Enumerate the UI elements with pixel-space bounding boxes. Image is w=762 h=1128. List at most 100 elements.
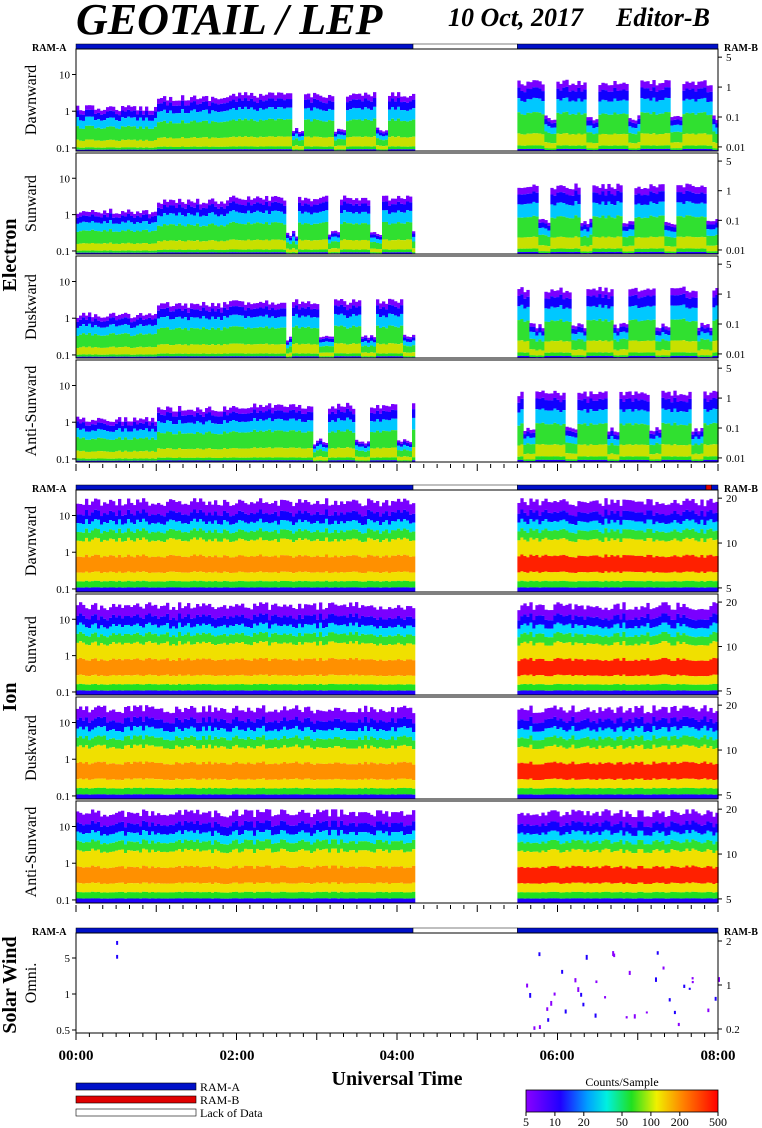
heatmap-cell [301,343,305,354]
heatmap-cell [328,422,332,433]
heatmap-cell [331,431,335,449]
heatmap-cell [244,344,248,354]
heatmap-cell [112,317,116,325]
heatmap-cell [559,83,563,91]
heatmap-cell [625,90,629,101]
heatmap-cell [589,289,593,297]
heatmap-cell [160,146,164,150]
heatmap-cell [400,456,404,461]
heatmap-cell [535,87,539,99]
heatmap-cell [538,234,542,246]
heatmap-cell [685,133,689,146]
heatmap-cell [196,122,200,139]
heatmap-cell [241,421,245,433]
heatmap-cell [631,401,635,412]
heatmap-cell [613,434,617,440]
heatmap-cell [559,248,563,252]
heatmap-cell [370,242,374,249]
heatmap-cell [355,223,359,241]
heatmap-cell [691,290,695,298]
heatmap-cell [331,352,335,357]
heatmap-cell [646,145,650,149]
heatmap-cell [622,459,626,462]
heatmap-cell [346,149,350,151]
heatmap-cell [340,356,344,358]
heatmap-cell [685,215,689,237]
heatmap-cell [523,298,527,309]
heatmap-cell [232,326,236,344]
heatmap-cell [91,139,95,148]
heatmap-cell [265,239,269,250]
heatmap-cell [529,323,533,327]
heatmap-cell [235,137,239,147]
heatmap-cell [532,323,536,327]
heatmap-cell [340,213,344,225]
heatmap-cell [271,210,275,223]
heatmap-cell [298,309,302,318]
heatmap-cell [211,149,215,151]
heatmap-cell [295,299,299,306]
heatmap-cell [556,444,560,457]
heatmap-cell [259,460,263,462]
heatmap-cell [577,98,581,113]
heatmap-cell [283,108,287,120]
heatmap-cell [262,95,266,102]
heatmap-cell [169,319,173,330]
heatmap-cell [358,443,362,447]
heatmap-cell [193,317,197,329]
heatmap-cell [211,316,215,328]
heatmap-cell [88,147,92,150]
heatmap-cell [205,457,209,461]
heatmap-cell [385,411,389,420]
heatmap-cell [343,306,347,316]
heatmap-cell [697,112,701,134]
heatmap-cell [706,134,710,146]
heatmap-cell [277,136,281,147]
heatmap-cell [148,232,152,245]
heatmap-cell [367,146,371,150]
heatmap-cell [250,136,254,147]
heatmap-cell [157,98,161,104]
heatmap-cell [220,206,224,215]
heatmap-cell [571,100,575,114]
heatmap-cell [151,458,155,461]
heatmap-cell [250,146,254,150]
heatmap-cell [586,246,590,252]
heatmap-cell [691,133,695,146]
heatmap-cell [79,128,83,141]
heatmap-cell [268,457,272,461]
heatmap-cell [259,252,263,254]
heatmap-cell [598,409,602,424]
heatmap-cell [238,353,242,357]
heatmap-cell [214,111,218,122]
heatmap-cell [547,356,551,358]
heatmap-cell [376,313,380,326]
heatmap-cell [586,460,590,462]
heatmap-cell [247,239,251,250]
heatmap-cell [271,146,275,150]
heatmap-cell [634,398,638,410]
heatmap-cell [346,460,350,462]
heatmap-cell [397,136,401,147]
heatmap-cell [640,98,644,113]
heatmap-cell [655,460,659,462]
heatmap-cell [625,356,629,358]
heatmap-cell [85,421,89,426]
heatmap-cell [403,334,407,338]
heatmap-cell [382,315,386,327]
heatmap-cell [109,242,113,251]
heatmap-cell [403,120,407,138]
heatmap-cell [379,356,383,358]
heatmap-cell [676,248,680,252]
heatmap-cell [676,119,680,125]
heatmap-cell [520,217,524,238]
heatmap-cell [115,320,119,327]
heatmap-cell [601,145,605,149]
heatmap-cell [367,352,371,357]
heatmap-cell [115,149,119,151]
heatmap-cell [124,250,128,253]
heatmap-cell [175,434,179,450]
heatmap-cell [529,453,533,460]
heatmap-cell [151,212,155,217]
heatmap-cell [400,137,404,147]
